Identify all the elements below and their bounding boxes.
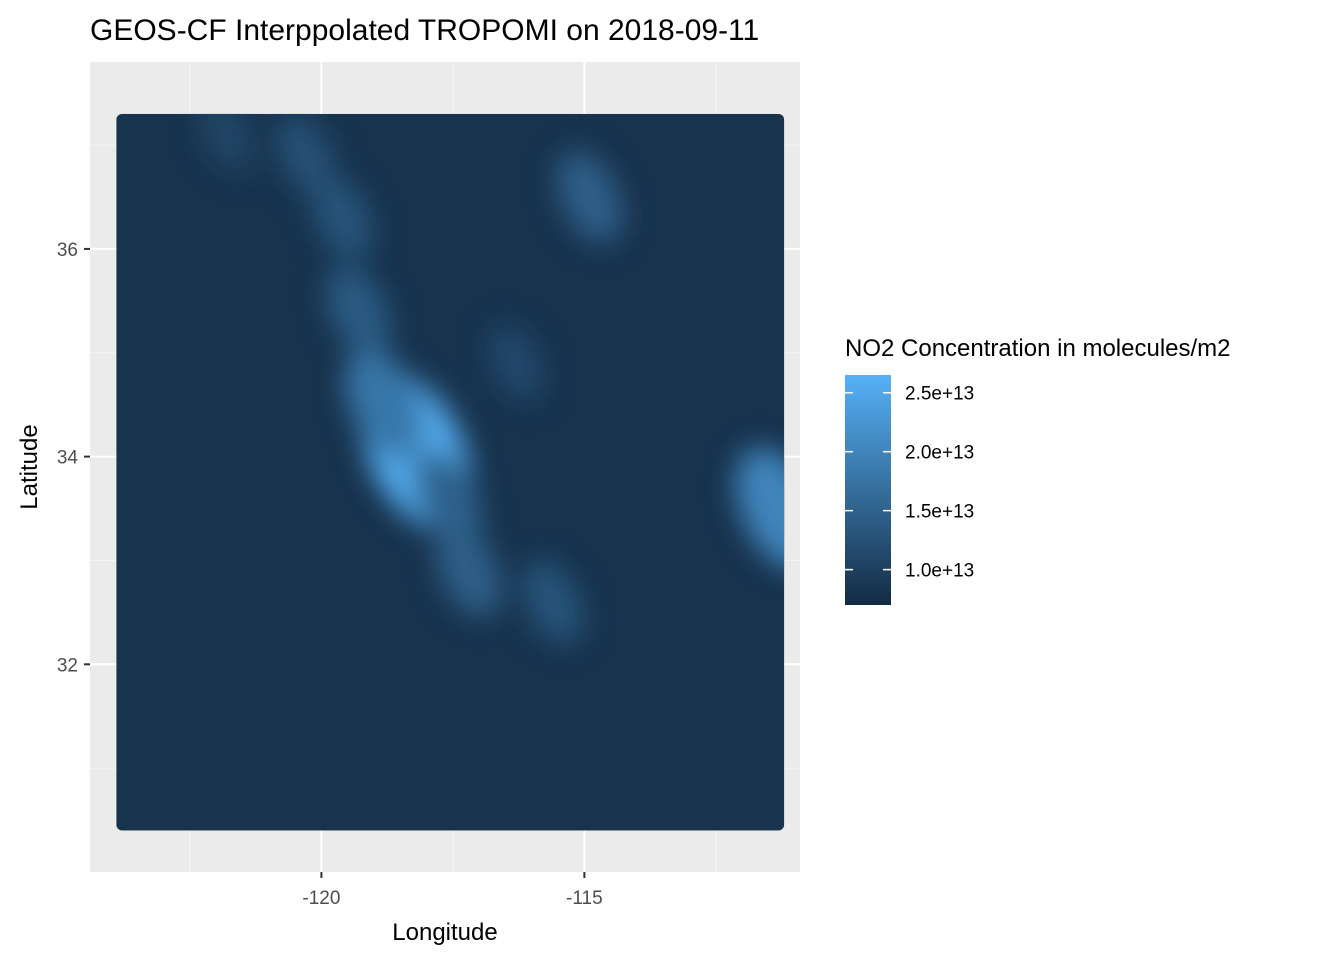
x-tick-label: -115: [566, 888, 603, 909]
hotspot-layer: [200, 113, 785, 644]
hotspot-1: [344, 349, 425, 461]
data-layer: [116, 113, 785, 831]
hotspot-6: [276, 114, 335, 197]
y-axis-title: Latitude: [16, 424, 43, 509]
hotspot-10: [488, 325, 544, 402]
x-axis-ticks: -120 -115: [302, 872, 603, 909]
y-tick-label: 36: [57, 240, 78, 261]
legend-ticks: 1.0e+13 1.5e+13 2.0e+13 2.5e+13: [845, 384, 974, 582]
legend-label: 2.5e+13: [905, 384, 974, 405]
y-tick-label: 34: [57, 448, 79, 469]
hotspot-3: [435, 524, 502, 617]
hotspot-11: [200, 113, 253, 172]
y-axis-ticks: 32 34 36: [57, 240, 90, 676]
hotspot-7: [556, 150, 623, 244]
x-axis-title: Longitude: [392, 919, 497, 946]
legend-title: NO2 Concentration in molecules/m2: [845, 335, 1231, 362]
hotspot-4: [326, 266, 391, 356]
hotspot-8: [522, 560, 583, 644]
y-tick-label: 32: [57, 655, 78, 676]
hotspot-2: [413, 450, 482, 546]
x-tick-label: -120: [302, 888, 340, 909]
legend-label: 2.0e+13: [905, 443, 974, 464]
legend-label: 1.0e+13: [905, 561, 974, 582]
chart-title: GEOS-CF Interppolated TROPOMI on 2018-09…: [90, 14, 759, 47]
hotspot-5: [312, 175, 373, 260]
legend-colorbar: [845, 375, 891, 605]
legend: NO2 Concentration in molecules/m2 1.0e+1…: [845, 335, 1231, 605]
hotspot-9: [735, 447, 785, 570]
legend-label: 1.5e+13: [905, 502, 974, 523]
